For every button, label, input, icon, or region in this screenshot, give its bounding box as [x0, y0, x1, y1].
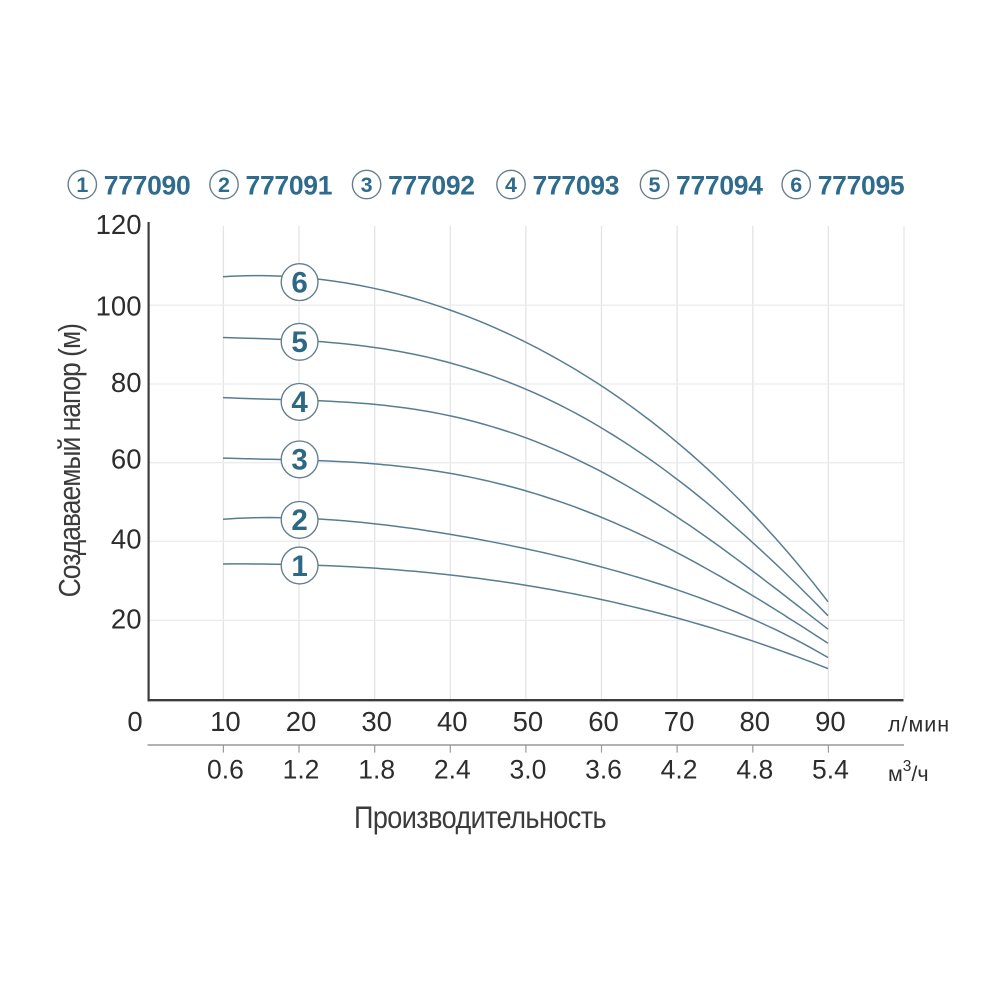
svg-text:60: 60	[588, 706, 619, 737]
svg-text:2: 2	[291, 504, 307, 537]
svg-text:6: 6	[790, 173, 802, 197]
svg-text:50: 50	[513, 706, 544, 737]
svg-text:60: 60	[111, 444, 142, 475]
svg-text:1.2: 1.2	[283, 755, 320, 785]
svg-text:Производительность: Производительность	[354, 800, 606, 836]
svg-text:4: 4	[291, 386, 308, 419]
svg-text:777092: 777092	[388, 171, 475, 201]
svg-text:90: 90	[815, 706, 846, 737]
svg-text:120: 120	[96, 209, 142, 240]
svg-text:л/мин: л/мин	[888, 713, 950, 737]
svg-text:4.8: 4.8	[736, 755, 773, 785]
svg-text:30: 30	[361, 706, 392, 737]
svg-text:1: 1	[291, 550, 307, 583]
svg-text:777090: 777090	[104, 171, 191, 201]
svg-text:3.6: 3.6	[585, 755, 622, 785]
svg-text:3.0: 3.0	[509, 755, 546, 785]
svg-text:3: 3	[361, 173, 373, 197]
svg-text:1.8: 1.8	[358, 755, 395, 785]
svg-text:40: 40	[437, 706, 468, 737]
svg-text:10: 10	[210, 706, 241, 737]
svg-text:3: 3	[291, 444, 307, 477]
svg-text:0.6: 0.6	[207, 755, 244, 785]
svg-text:777095: 777095	[818, 171, 905, 201]
svg-text:6: 6	[291, 266, 307, 299]
svg-text:0: 0	[127, 706, 142, 737]
svg-text:2: 2	[218, 173, 230, 197]
svg-text:80: 80	[111, 367, 142, 398]
svg-text:777091: 777091	[246, 171, 333, 201]
svg-text:80: 80	[740, 706, 771, 737]
svg-text:20: 20	[111, 603, 142, 634]
svg-text:100: 100	[96, 291, 142, 322]
svg-text:5.4: 5.4	[812, 755, 849, 785]
svg-text:1: 1	[76, 173, 88, 197]
svg-text:70: 70	[664, 706, 695, 737]
svg-text:5: 5	[291, 326, 307, 359]
svg-text:777094: 777094	[676, 171, 763, 201]
svg-text:20: 20	[286, 706, 317, 737]
svg-text:777093: 777093	[533, 171, 620, 201]
svg-text:5: 5	[649, 173, 661, 197]
svg-text:40: 40	[111, 524, 142, 555]
svg-text:Создаваемый напор (м): Создаваемый напор (м)	[53, 324, 87, 597]
svg-text:4: 4	[505, 173, 517, 197]
svg-text:2.4: 2.4	[434, 755, 471, 785]
svg-text:4.2: 4.2	[661, 755, 698, 785]
